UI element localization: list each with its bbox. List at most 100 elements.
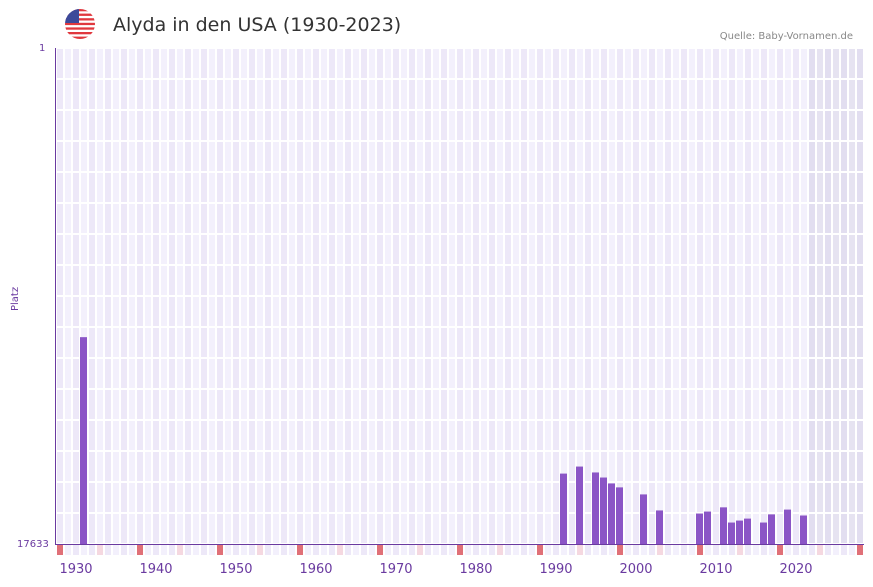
year-marker — [729, 545, 735, 555]
bar — [736, 520, 743, 544]
year-marker — [169, 545, 175, 555]
year-marker — [841, 545, 847, 555]
year-marker — [113, 545, 119, 555]
bar — [616, 487, 623, 544]
year-marker — [817, 545, 823, 555]
year-marker — [337, 545, 343, 555]
bar — [728, 522, 735, 544]
year-marker — [833, 545, 839, 555]
year-marker — [857, 545, 863, 555]
year-marker — [441, 545, 447, 555]
year-marker — [521, 545, 527, 555]
year-marker — [321, 545, 327, 555]
year-marker — [657, 545, 663, 555]
x-tick: 2020 — [779, 562, 813, 577]
year-marker — [89, 545, 95, 555]
year-marker — [305, 545, 311, 555]
bar — [784, 509, 791, 544]
year-marker — [473, 545, 479, 555]
year-marker — [529, 545, 535, 555]
year-marker — [609, 545, 615, 555]
x-tick: 1960 — [299, 562, 333, 577]
year-marker — [233, 545, 239, 555]
year-marker — [721, 545, 727, 555]
year-marker — [241, 545, 247, 555]
year-marker — [81, 545, 87, 555]
year-marker — [201, 545, 207, 555]
year-marker — [417, 545, 423, 555]
year-marker — [785, 545, 791, 555]
year-marker — [601, 545, 607, 555]
year-marker — [273, 545, 279, 555]
year-marker — [489, 545, 495, 555]
x-axis — [56, 544, 864, 545]
year-marker — [769, 545, 775, 555]
year-marker — [689, 545, 695, 555]
y-axis — [55, 48, 56, 545]
year-marker — [217, 545, 223, 555]
bar — [560, 473, 567, 544]
year-marker — [681, 545, 687, 555]
year-marker — [289, 545, 295, 555]
year-marker — [801, 545, 807, 555]
year-marker — [553, 545, 559, 555]
bar — [608, 483, 615, 544]
year-marker — [73, 545, 79, 555]
year-marker — [425, 545, 431, 555]
x-tick: 1930 — [59, 562, 93, 577]
x-tick: 1950 — [219, 562, 253, 577]
year-marker — [457, 545, 463, 555]
bar — [760, 522, 767, 544]
year-marker — [265, 545, 271, 555]
year-marker — [705, 545, 711, 555]
year-marker — [209, 545, 215, 555]
year-marker — [161, 545, 167, 555]
bar — [768, 514, 775, 544]
year-marker — [793, 545, 799, 555]
bar — [600, 477, 607, 544]
year-marker — [673, 545, 679, 555]
year-marker — [105, 545, 111, 555]
year-marker — [697, 545, 703, 555]
year-marker — [65, 545, 71, 555]
bar — [640, 494, 647, 544]
year-marker — [121, 545, 127, 555]
source-label: Quelle: Baby-Vornamen.de — [719, 31, 853, 42]
year-marker — [737, 545, 743, 555]
bar — [720, 507, 727, 544]
year-marker — [297, 545, 303, 555]
year-marker — [353, 545, 359, 555]
year-marker — [137, 545, 143, 555]
year-marker — [385, 545, 391, 555]
bar — [744, 518, 751, 544]
y-tick-bottom: 17633 — [17, 539, 49, 550]
flag-us-icon — [65, 9, 95, 39]
bar — [592, 472, 599, 544]
year-marker — [761, 545, 767, 555]
year-marker — [537, 545, 543, 555]
year-marker — [641, 545, 647, 555]
year-marker — [825, 545, 831, 555]
x-tick: 1990 — [539, 562, 573, 577]
year-marker — [617, 545, 623, 555]
plot-area — [56, 48, 864, 544]
x-tick: 2000 — [619, 562, 653, 577]
year-marker — [433, 545, 439, 555]
year-marker — [649, 545, 655, 555]
x-tick: 1980 — [459, 562, 493, 577]
x-tick: 1940 — [139, 562, 173, 577]
year-marker — [585, 545, 591, 555]
bar — [704, 511, 711, 544]
bar — [800, 515, 807, 544]
year-marker — [753, 545, 759, 555]
year-marker — [313, 545, 319, 555]
year-marker — [505, 545, 511, 555]
year-marker — [57, 545, 63, 555]
year-marker — [97, 545, 103, 555]
year-marker — [153, 545, 159, 555]
year-marker — [593, 545, 599, 555]
y-axis-label: Platz — [10, 286, 21, 311]
year-marker — [545, 545, 551, 555]
year-marker — [633, 545, 639, 555]
